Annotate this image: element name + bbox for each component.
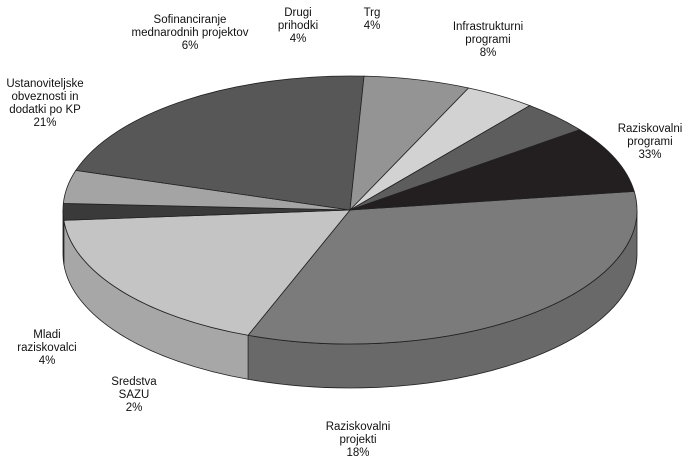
slice-labels: Raziskovalni programi 33% Raziskovalni proje… xyxy=(6,7,682,459)
pie-slice-1 xyxy=(63,209,351,336)
slice-label-7: Trg 4% xyxy=(364,7,381,32)
pie-slice-0 xyxy=(247,190,638,345)
slice-label-1: Raziskovalni projekti 18% xyxy=(326,421,391,459)
pie-slice-8 xyxy=(349,129,635,211)
slice-label-6: Drugi prihodki 4% xyxy=(278,7,318,45)
slice-label-4: Ustanoviteljske obveznosti in dodatki po K… xyxy=(6,78,83,129)
slice-label-3: Mladi raziskovalci 4% xyxy=(17,329,76,367)
slice-label-0: Raziskovalni programi 33% xyxy=(618,123,683,161)
slice-label-5: Sofinanciranje mednarodnih projektov 6% xyxy=(132,14,249,52)
pie-slices xyxy=(62,75,638,345)
slice-label-8: Infrastrukturni programi 8% xyxy=(453,21,523,59)
pie-slice-4 xyxy=(75,75,365,211)
slice-label-2: Sredstva SAZU 2% xyxy=(111,376,157,414)
